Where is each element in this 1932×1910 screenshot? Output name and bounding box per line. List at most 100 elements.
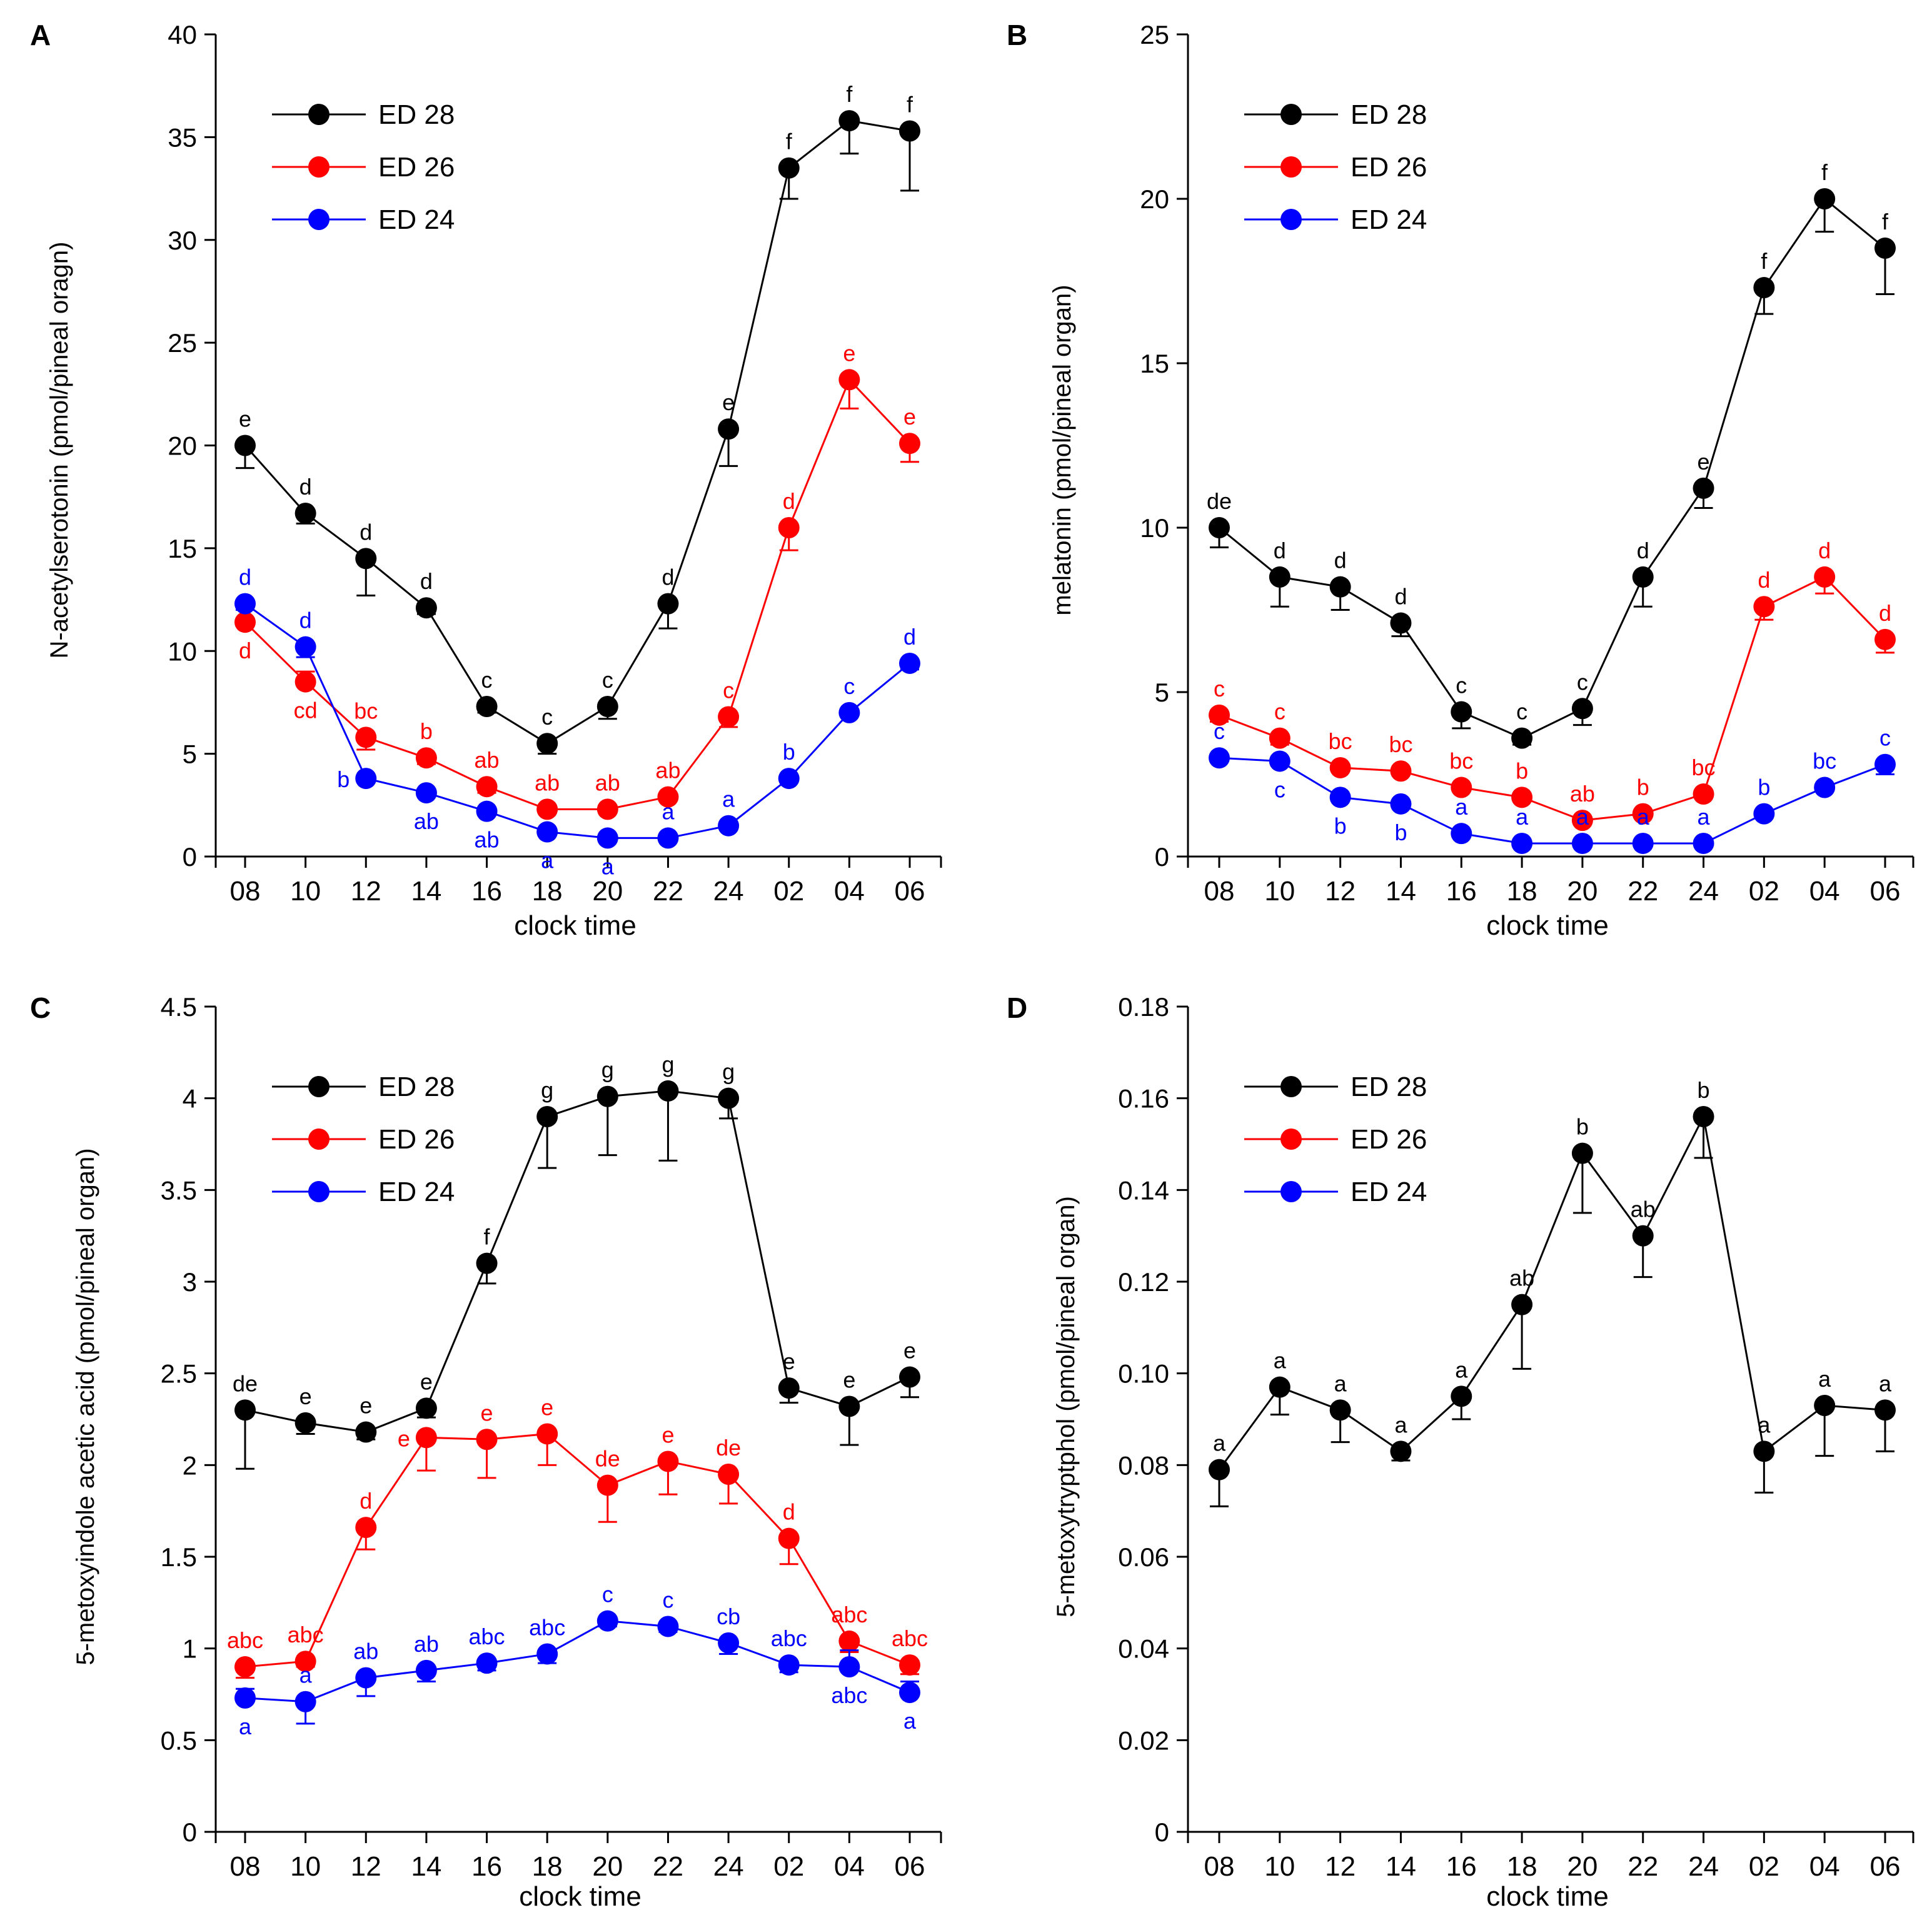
data-point xyxy=(294,1691,316,1712)
panel-d-letter: D xyxy=(1007,992,1027,1024)
data-point xyxy=(1632,566,1654,588)
significance-label: ab xyxy=(353,1639,378,1664)
significance-label: d xyxy=(903,624,916,650)
significance-label: abc xyxy=(529,1614,565,1640)
x-tick-label: 10 xyxy=(290,876,321,907)
significance-label: a xyxy=(903,1708,917,1734)
y-tick-label: 35 xyxy=(168,123,197,152)
x-tick-label: 22 xyxy=(653,1851,683,1882)
significance-label: a xyxy=(662,798,675,824)
y-tick-label: 0.02 xyxy=(1118,1726,1169,1755)
legend-entry-ed-28: ED 28 xyxy=(272,1072,455,1102)
significance-label: b xyxy=(1758,775,1770,800)
significance-label: e xyxy=(783,1349,795,1374)
data-point xyxy=(1451,1385,1472,1407)
significance-label: g xyxy=(722,1059,735,1085)
data-point xyxy=(355,726,377,748)
data-point xyxy=(234,1687,256,1709)
significance-label: g xyxy=(601,1057,614,1083)
legend-marker xyxy=(1280,1181,1302,1202)
y-tick-label: 15 xyxy=(168,534,197,563)
significance-label: b xyxy=(1698,1077,1710,1103)
data-point xyxy=(1451,823,1472,845)
data-point xyxy=(1390,1440,1412,1462)
panel-d: D 00.020.040.060.080.100.120.140.160.180… xyxy=(1007,992,1914,1910)
x-tick-label: 02 xyxy=(1749,1851,1779,1882)
significance-label: c xyxy=(1274,699,1285,725)
significance-label: a xyxy=(1213,1430,1226,1456)
x-tick-label: 02 xyxy=(773,876,804,907)
significance-label: f xyxy=(1821,159,1828,185)
significance-label: d xyxy=(1758,567,1770,593)
significance-label: e xyxy=(903,1338,916,1364)
x-tick-label: 24 xyxy=(713,1851,744,1882)
data-point xyxy=(536,821,558,843)
significance-label: b xyxy=(1394,820,1407,845)
y-tick-label: 0.12 xyxy=(1118,1267,1169,1297)
data-point xyxy=(1693,1106,1714,1127)
x-tick-label: 06 xyxy=(1870,876,1901,907)
significance-label: e xyxy=(481,1400,493,1425)
legend-entry-ed-24: ED 24 xyxy=(1244,1177,1427,1207)
legend-entry-ed-26: ED 26 xyxy=(1244,1124,1427,1155)
data-point xyxy=(1753,277,1775,299)
series-line xyxy=(1218,1113,1886,1470)
y-tick-label: 1.5 xyxy=(161,1542,197,1572)
data-point xyxy=(294,636,316,658)
data-point xyxy=(778,1654,800,1676)
panel-b-letter: B xyxy=(1007,19,1027,51)
data-point xyxy=(1814,1395,1836,1416)
significance-label: e xyxy=(360,1393,372,1419)
significance-label: a xyxy=(1455,794,1468,820)
y-tick-label: 2.5 xyxy=(161,1359,197,1389)
data-point xyxy=(778,1377,800,1399)
significance-label: e xyxy=(1698,449,1710,475)
significance-label: c xyxy=(1274,777,1285,802)
significance-label: f xyxy=(484,1224,491,1250)
significance-label: b xyxy=(783,739,795,765)
significance-label: bc xyxy=(1813,748,1836,774)
legend-marker xyxy=(1280,156,1302,178)
data-point xyxy=(234,593,256,615)
x-tick-label: 12 xyxy=(351,876,381,907)
significance-label: d xyxy=(299,608,312,633)
data-point xyxy=(294,1412,316,1434)
significance-label: b xyxy=(1637,775,1649,800)
significance-label: e xyxy=(299,1384,312,1409)
y-tick-label: 40 xyxy=(168,20,197,49)
significance-label: b xyxy=(1334,813,1347,838)
significance-label: d xyxy=(239,565,251,590)
y-tick-label: 0 xyxy=(1155,1817,1169,1847)
x-tick-label: 24 xyxy=(713,876,744,907)
data-point xyxy=(657,1450,679,1472)
significance-label: a xyxy=(1455,1357,1468,1382)
x-tick-label: 22 xyxy=(653,876,683,907)
data-point xyxy=(838,701,860,723)
data-point xyxy=(1814,188,1836,209)
data-point xyxy=(234,611,256,633)
significance-label: d xyxy=(1637,538,1649,563)
data-point xyxy=(778,517,800,538)
significance-label: f xyxy=(846,81,853,107)
y-tick-label: 25 xyxy=(168,328,197,358)
data-point xyxy=(355,1517,377,1539)
data-point xyxy=(355,1421,377,1443)
x-tick-label: 14 xyxy=(411,876,441,907)
series-line xyxy=(1219,197,1886,740)
data-point xyxy=(838,369,860,391)
data-point xyxy=(596,696,618,718)
significance-label: de xyxy=(716,1435,741,1460)
significance-label: c xyxy=(1516,699,1527,725)
x-tick-label: 04 xyxy=(1809,876,1840,907)
significance-label: a xyxy=(239,1714,252,1739)
significance-label: g xyxy=(541,1077,553,1103)
significance-label: ab xyxy=(535,770,560,795)
significance-label: a xyxy=(1576,804,1589,830)
data-point xyxy=(1390,793,1412,815)
significance-label: c xyxy=(602,667,613,693)
legend-entry-ed-24: ED 24 xyxy=(1244,204,1427,235)
